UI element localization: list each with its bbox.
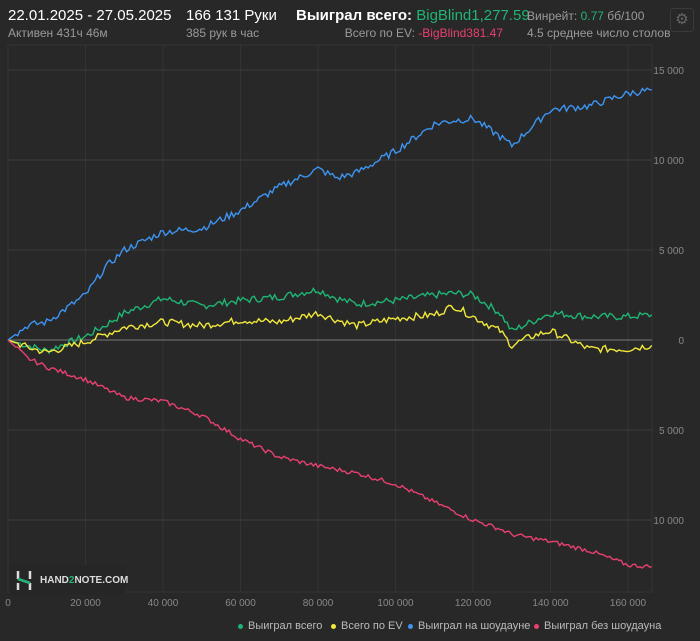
x-tick-label: 0 xyxy=(5,598,11,609)
plot-frame xyxy=(7,44,653,593)
legend-item-non-showdown[interactable]: Выиграл без шоудауна xyxy=(534,620,661,632)
active-time: Активен 431ч 46м xyxy=(8,26,108,40)
hands-count: 166 131 Руки xyxy=(186,7,277,24)
y-tick-label: 5 000 xyxy=(659,426,684,437)
date-range[interactable]: 22.01.2025 - 27.05.2025 xyxy=(8,7,172,24)
ev-value: -BigBlind381.47 xyxy=(418,26,503,40)
ev-label: Всего по EV: xyxy=(344,26,415,40)
settings-gear-icon[interactable]: ⚙ xyxy=(670,8,694,32)
series-line-3 xyxy=(7,339,652,569)
x-tick-label: 160 000 xyxy=(610,598,647,609)
y-tick-label: 10 000 xyxy=(653,156,684,167)
won-value: BigBlind1,277.59 xyxy=(416,7,530,24)
series-line-2 xyxy=(7,87,652,341)
x-tick-label: 120 000 xyxy=(455,598,492,609)
summary-header: 22.01.2025 - 27.05.2025 Активен 431ч 46м… xyxy=(0,0,700,45)
legend-item-won-total[interactable]: Выиграл всего xyxy=(238,620,322,632)
avg-tables: 4.5 среднее число столов xyxy=(527,26,671,40)
legend-label: Всего по EV xyxy=(341,620,403,632)
y-tick-label: 0 xyxy=(678,336,684,347)
won-label: Выиграл всего: xyxy=(296,7,413,24)
series-line-0 xyxy=(7,286,653,355)
y-tick-label: 10 000 xyxy=(653,516,684,527)
legend-dot-icon xyxy=(534,623,539,629)
logo-text-b: 2 xyxy=(68,575,75,586)
series-line-1 xyxy=(7,304,653,355)
y-tick-label: 15 000 xyxy=(653,66,684,77)
hand2note-logo: HAND2NOTE.COM xyxy=(10,565,129,595)
logo-text-c: NOTE.COM xyxy=(74,575,129,586)
legend-dot-icon xyxy=(408,623,413,629)
legend-item-ev[interactable]: Всего по EV xyxy=(331,620,403,632)
winrate-label: Винрейт: xyxy=(527,9,578,23)
x-tick-label: 140 000 xyxy=(532,598,569,609)
x-tick-label: 40 000 xyxy=(148,598,179,609)
y-tick-label: 5 000 xyxy=(659,246,684,257)
winrate-value: 0.77 xyxy=(580,9,604,23)
legend-label: Выиграл без шоудауна xyxy=(544,620,662,632)
logo-text-a: HAND xyxy=(40,575,69,586)
hands-per-hour: 385 рук в час xyxy=(186,26,260,40)
x-tick-label: 20 000 xyxy=(70,598,101,609)
legend-item-showdown[interactable]: Выиграл на шоудауне xyxy=(408,620,530,632)
legend-label: Выиграл всего xyxy=(248,620,323,632)
legend-dot-icon xyxy=(331,623,336,629)
legend-label: Выиграл на шоудауне xyxy=(418,620,531,632)
x-tick-label: 80 000 xyxy=(303,598,334,609)
legend-dot-icon xyxy=(238,623,243,629)
x-tick-label: 100 000 xyxy=(377,598,414,609)
winrate-unit: бб/100 xyxy=(607,9,645,23)
logo-icon xyxy=(16,571,32,590)
x-tick-label: 60 000 xyxy=(225,598,256,609)
